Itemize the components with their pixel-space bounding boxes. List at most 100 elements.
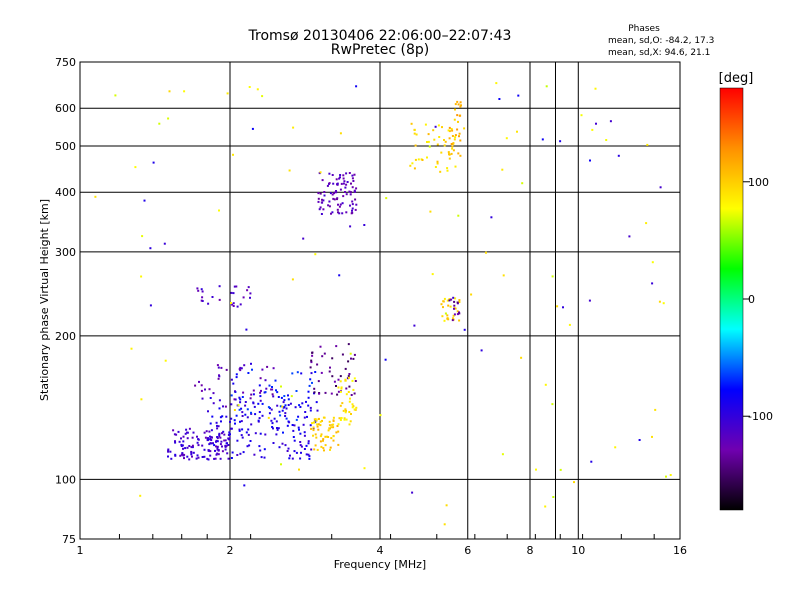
data-point [281, 409, 284, 412]
data-point [310, 372, 313, 375]
data-point [216, 447, 219, 449]
data-point [351, 177, 354, 180]
data-point [259, 432, 262, 435]
data-point [226, 452, 229, 455]
data-point [414, 158, 417, 161]
data-point [330, 426, 333, 429]
data-point [250, 411, 252, 414]
data-point [317, 197, 320, 200]
data-point [263, 456, 266, 459]
data-point [299, 444, 302, 447]
x-tick-label: 6 [464, 544, 471, 557]
data-point [253, 453, 256, 456]
data-point [336, 208, 339, 211]
data-point [217, 449, 220, 452]
data-point [323, 352, 326, 355]
data-point [230, 302, 232, 304]
data-point [224, 444, 227, 447]
data-point [319, 345, 322, 348]
data-point [209, 454, 212, 457]
data-point [345, 172, 348, 175]
data-point [287, 398, 290, 401]
data-point [410, 122, 413, 125]
data-point [349, 420, 352, 423]
data-point [276, 428, 279, 431]
data-point [349, 193, 352, 196]
data-point [200, 389, 203, 392]
data-point [449, 305, 452, 308]
data-point [271, 393, 274, 396]
data-point [426, 141, 428, 143]
data-point [311, 381, 313, 384]
x-tick-label: 8 [527, 544, 534, 557]
data-point [335, 431, 338, 434]
data-point [328, 182, 331, 185]
data-point [448, 130, 451, 133]
data-point [201, 444, 204, 447]
data-point [417, 158, 420, 161]
data-point [224, 405, 227, 408]
y-tick-label: 500 [55, 140, 76, 153]
data-point [470, 293, 473, 296]
data-point [282, 401, 285, 404]
data-point [339, 188, 342, 191]
data-point [454, 108, 456, 111]
data-point [268, 384, 271, 387]
data-point [216, 427, 219, 430]
data-point [215, 453, 218, 456]
data-point [215, 421, 218, 424]
data-point [323, 449, 325, 452]
data-point [304, 411, 307, 413]
data-point [179, 454, 182, 457]
data-point [322, 208, 325, 211]
data-point [254, 413, 257, 416]
data-point [336, 425, 339, 427]
data-point [292, 436, 295, 438]
colorbar-label: [deg] [719, 71, 754, 86]
data-point [235, 376, 238, 379]
data-point [337, 378, 340, 381]
data-point [240, 434, 243, 437]
data-point [230, 378, 233, 381]
data-point [459, 114, 462, 117]
data-point [331, 174, 334, 176]
data-point [212, 392, 215, 395]
colorbar [719, 87, 744, 511]
data-point [244, 404, 247, 407]
data-point [339, 419, 342, 421]
data-point [184, 447, 187, 450]
chart-title: Tromsø 20130406 22:06:00–22:07:43 [248, 28, 512, 44]
data-point [415, 133, 418, 136]
data-point [167, 448, 170, 451]
data-point [336, 182, 339, 185]
data-point [266, 365, 269, 368]
data-point [665, 475, 667, 478]
data-point [232, 382, 235, 385]
data-point [345, 418, 348, 421]
data-point [338, 417, 341, 420]
data-point [208, 430, 211, 433]
data-point [353, 189, 356, 192]
data-point [454, 134, 457, 137]
data-point [240, 407, 243, 410]
data-point [246, 408, 249, 411]
data-point [287, 404, 290, 406]
data-point [321, 355, 324, 358]
colorbar-tick-label: -100 [748, 410, 773, 423]
data-point [233, 419, 236, 422]
data-point [286, 424, 289, 427]
data-point [614, 446, 617, 449]
data-point [319, 440, 322, 443]
data-point [302, 237, 305, 240]
data-point [141, 235, 144, 238]
data-point [216, 452, 219, 455]
data-point [308, 384, 311, 387]
data-point [279, 405, 282, 408]
data-point [191, 436, 194, 439]
data-point [227, 438, 230, 441]
data-point [335, 345, 338, 348]
data-point [293, 439, 296, 442]
data-point [291, 372, 294, 375]
data-point [215, 440, 217, 443]
